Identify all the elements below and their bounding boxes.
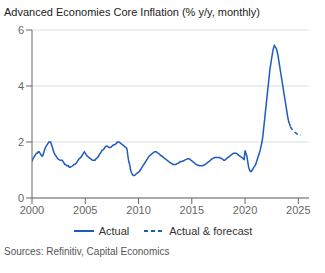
html-text:Sources: Refinitiv, Capital Ec: Sources: Refinitiv, Capital Economics	[4, 246, 170, 257]
svg-text:6: 6	[18, 24, 24, 36]
svg-text:2010: 2010	[126, 204, 150, 216]
html-text:Actual: Actual	[98, 225, 130, 237]
svg-text:2000: 2000	[20, 204, 44, 216]
svg-text:2005: 2005	[73, 204, 97, 216]
html-text:Actual & forecast: Actual & forecast	[169, 225, 253, 237]
svg-text:2020: 2020	[233, 204, 257, 216]
svg-text:2: 2	[18, 136, 24, 148]
svg-text:0: 0	[18, 192, 24, 204]
svg-text:4: 4	[18, 80, 24, 92]
svg-text:2015: 2015	[180, 204, 204, 216]
svg-text:2025: 2025	[286, 204, 310, 216]
html-text:Advanced Economies Core Inflat: Advanced Economies Core Inflation (% y/y…	[4, 6, 260, 18]
